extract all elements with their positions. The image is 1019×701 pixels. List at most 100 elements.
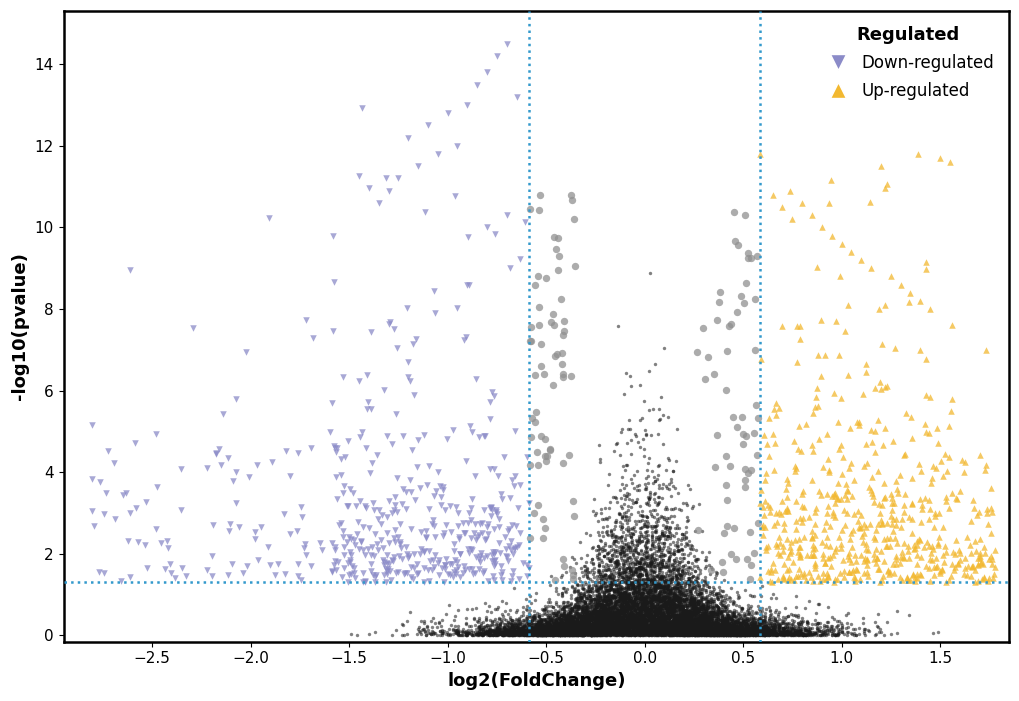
Point (499, 608, 516, 620)
Point (827, 622, 844, 633)
Point (682, 615, 698, 626)
Point (612, 524, 629, 535)
Point (645, 620, 661, 631)
Point (638, 542, 654, 553)
Point (662, 604, 679, 615)
Point (106, 513, 122, 524)
Point (573, 611, 589, 622)
Point (745, 620, 761, 631)
Point (395, 629, 412, 641)
Point (550, 613, 567, 624)
Point (720, 606, 737, 617)
Point (529, 499, 545, 510)
Point (662, 569, 679, 580)
Point (695, 614, 711, 625)
Point (904, 569, 920, 580)
Point (600, 602, 616, 613)
Point (873, 518, 890, 529)
Point (645, 612, 661, 623)
Point (705, 626, 721, 637)
Point (555, 605, 572, 616)
Point (668, 616, 685, 627)
Point (540, 628, 556, 639)
Point (582, 613, 598, 625)
Point (534, 622, 550, 633)
Point (674, 615, 690, 626)
Point (476, 627, 492, 639)
Point (640, 365, 656, 376)
Point (748, 618, 764, 629)
Point (615, 599, 632, 610)
Point (844, 624, 860, 635)
Point (561, 622, 578, 634)
Point (655, 627, 672, 639)
Point (753, 606, 769, 617)
Point (539, 617, 555, 628)
Point (640, 558, 656, 569)
Point (554, 622, 571, 634)
Point (748, 627, 764, 639)
Point (653, 593, 669, 604)
Point (621, 599, 637, 611)
Point (651, 615, 667, 626)
Point (580, 615, 596, 627)
Point (590, 621, 606, 632)
Point (807, 391, 823, 402)
Point (616, 618, 633, 629)
Point (757, 627, 773, 639)
Point (788, 624, 804, 635)
Point (715, 629, 732, 641)
Point (548, 629, 565, 640)
Point (606, 626, 623, 637)
Point (679, 606, 695, 618)
Point (637, 529, 653, 540)
Point (743, 622, 759, 634)
Point (573, 591, 589, 602)
Point (744, 628, 760, 639)
Point (605, 591, 622, 602)
Point (635, 615, 651, 626)
Point (409, 569, 425, 580)
Point (591, 606, 607, 617)
Point (613, 568, 630, 579)
Point (658, 584, 675, 595)
Point (649, 629, 665, 640)
Point (709, 601, 726, 613)
Point (547, 625, 564, 637)
Point (519, 627, 535, 639)
Point (806, 559, 822, 571)
Point (549, 606, 566, 617)
Point (718, 605, 735, 616)
Point (667, 559, 684, 571)
Point (686, 614, 702, 625)
Point (659, 620, 676, 632)
Point (620, 511, 636, 522)
Point (586, 595, 602, 606)
Point (700, 629, 716, 641)
Point (378, 431, 394, 442)
Point (426, 618, 442, 629)
Point (605, 620, 622, 631)
Point (628, 609, 644, 620)
Point (477, 627, 493, 638)
Point (606, 604, 623, 615)
Point (643, 539, 659, 550)
Point (629, 576, 645, 587)
Point (605, 586, 622, 597)
Point (593, 594, 609, 605)
Point (983, 507, 1000, 518)
Point (681, 627, 697, 638)
Point (521, 626, 537, 637)
Point (527, 620, 543, 631)
Point (561, 623, 578, 634)
Point (687, 625, 703, 637)
Point (771, 627, 788, 639)
Point (726, 627, 742, 638)
Point (672, 612, 688, 623)
Point (696, 614, 712, 625)
Point (664, 627, 681, 639)
Point (573, 617, 589, 628)
Point (746, 625, 762, 636)
Point (682, 620, 698, 631)
Point (734, 627, 750, 638)
